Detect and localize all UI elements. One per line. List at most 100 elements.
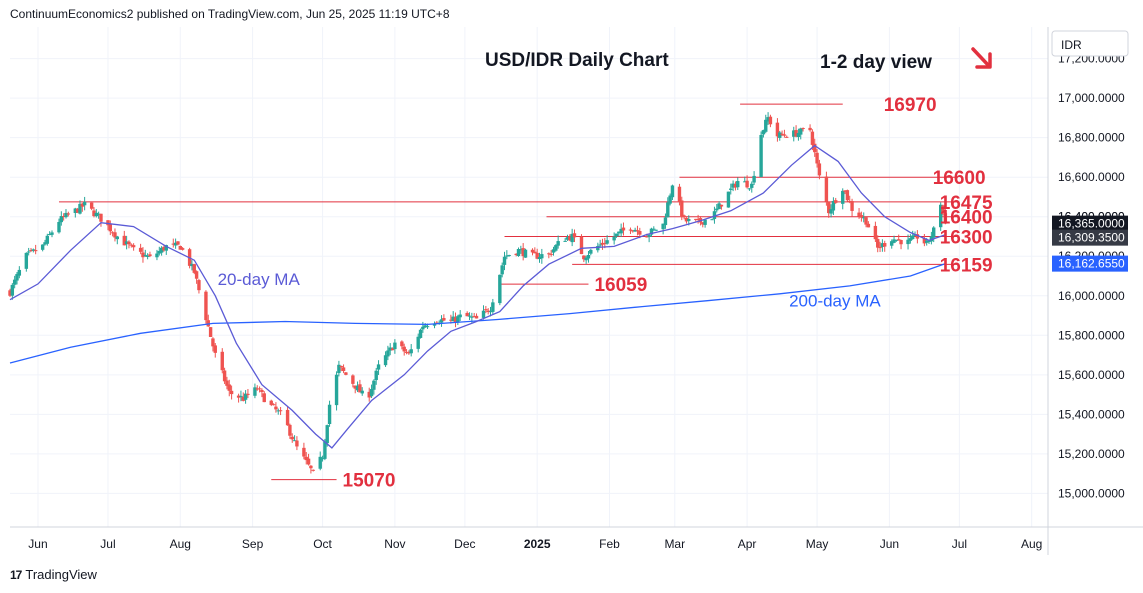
candle-body — [568, 236, 572, 241]
candle-body — [862, 217, 866, 219]
candle-body — [876, 239, 880, 248]
candle-body — [309, 465, 313, 469]
candle-body — [635, 230, 640, 232]
candle-body — [645, 236, 649, 238]
candle-body — [29, 250, 33, 252]
candle-body — [782, 134, 787, 136]
candle-body — [418, 329, 423, 338]
candle-body — [73, 208, 78, 213]
candle-body — [325, 425, 329, 444]
candle-body — [892, 239, 896, 243]
candle-body — [682, 215, 686, 218]
candle-body — [743, 181, 747, 183]
candle-body — [262, 393, 266, 403]
candle-body — [204, 291, 208, 321]
tradingview-footer[interactable]: 17 TradingView — [10, 567, 97, 582]
candle-body — [372, 380, 376, 390]
candle-body — [537, 257, 542, 260]
x-tick-label: Mar — [664, 537, 685, 551]
candle-body — [213, 345, 217, 353]
candle-body — [376, 364, 381, 370]
y-tick-label: 16,600.0000 — [1058, 170, 1125, 184]
candle-body — [129, 244, 133, 246]
candle-body — [222, 370, 227, 382]
candle-body — [318, 456, 322, 469]
candle-body — [759, 134, 763, 177]
candle-body — [848, 201, 852, 203]
candle-body — [883, 243, 887, 247]
candle-body — [878, 246, 882, 249]
candle-body — [563, 240, 567, 242]
candle-body — [717, 203, 721, 210]
candle-body — [26, 251, 31, 253]
candle-body — [306, 458, 311, 465]
candle-body — [792, 130, 796, 137]
candle-body — [894, 239, 899, 241]
candle-body — [243, 393, 248, 400]
candle-body — [761, 130, 766, 135]
candle-body — [241, 396, 245, 401]
candle-body — [649, 228, 654, 235]
candle-body — [206, 320, 210, 327]
candle-body — [579, 236, 584, 255]
candle-body — [810, 131, 815, 145]
candle-body — [360, 390, 364, 394]
candle-body — [598, 244, 602, 246]
candle-body — [122, 235, 126, 246]
candle-body — [617, 231, 621, 234]
candle-body — [845, 190, 850, 201]
candle-body — [530, 249, 535, 253]
x-tick-label: Aug — [170, 537, 191, 551]
candle-body — [750, 183, 754, 188]
candle-body — [337, 364, 341, 374]
candle-body — [404, 351, 409, 353]
candle-body — [467, 315, 472, 317]
candle-body — [612, 236, 616, 241]
candle-body — [89, 202, 94, 209]
candle-body — [654, 229, 658, 231]
candle-body — [194, 271, 199, 279]
candle-body — [453, 317, 458, 323]
candle-body — [159, 247, 164, 253]
candle-body — [582, 255, 586, 260]
candle-body — [715, 208, 719, 211]
x-tick-label: Feb — [599, 537, 620, 551]
candle-body — [663, 217, 668, 226]
candle-body — [302, 447, 306, 457]
candle-body — [383, 355, 388, 366]
level-label-16159: 16159 — [940, 255, 993, 276]
candle-body — [932, 227, 936, 238]
candle-body — [638, 231, 642, 235]
candle-body — [736, 181, 740, 188]
candle-body — [178, 245, 182, 250]
candle-body — [211, 338, 215, 347]
price-badge-text: 16,309.3500 — [1058, 231, 1125, 245]
candle-body — [400, 341, 404, 347]
candle-body — [416, 336, 420, 349]
candle-body — [733, 184, 738, 188]
candle-body — [745, 180, 749, 188]
candle-body — [124, 241, 129, 245]
candle-body — [374, 370, 378, 381]
candle-body — [99, 213, 103, 222]
candle-body — [17, 269, 22, 276]
candle-body — [710, 219, 714, 221]
candle-body — [850, 201, 854, 211]
candle-body — [764, 119, 768, 132]
candle-body — [565, 237, 570, 240]
candle-body — [257, 388, 262, 390]
candle-body — [246, 393, 250, 395]
candle-body — [603, 243, 607, 245]
candle-body — [890, 241, 894, 246]
candle-body — [628, 229, 633, 231]
candle-body — [208, 327, 213, 337]
candle-body — [8, 290, 12, 296]
candle-body — [589, 249, 593, 254]
candle-body — [684, 218, 689, 222]
x-tick-label: Apr — [738, 537, 757, 551]
candle-body — [796, 132, 801, 138]
candle-body — [164, 245, 168, 251]
candle-body — [605, 240, 609, 244]
